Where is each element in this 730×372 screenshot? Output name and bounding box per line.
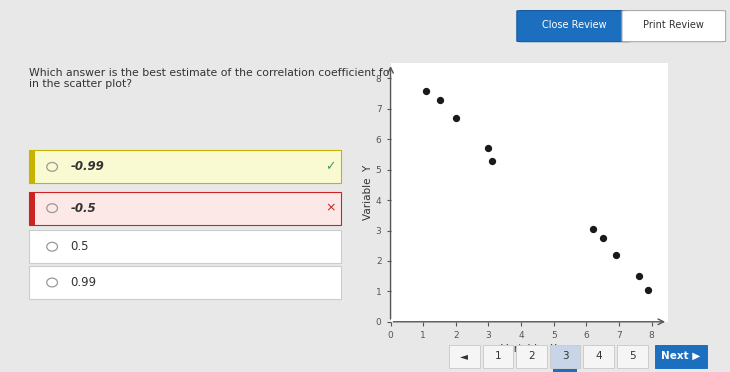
FancyBboxPatch shape: [449, 344, 480, 368]
Text: -0.5: -0.5: [71, 202, 96, 215]
Point: [633, 273, 645, 279]
FancyBboxPatch shape: [483, 344, 513, 368]
FancyBboxPatch shape: [617, 344, 648, 368]
Text: ◄: ◄: [461, 351, 468, 361]
Text: 4: 4: [595, 351, 602, 361]
Text: ✓: ✓: [326, 160, 336, 173]
Text: 0.5: 0.5: [71, 240, 89, 253]
Text: 1: 1: [494, 351, 502, 361]
FancyBboxPatch shape: [28, 230, 341, 263]
FancyBboxPatch shape: [553, 369, 577, 372]
Point: [610, 252, 621, 258]
Text: Next ▶: Next ▶: [661, 351, 701, 361]
Y-axis label: Variable  Y: Variable Y: [363, 165, 373, 220]
FancyBboxPatch shape: [28, 150, 341, 183]
Point: [434, 97, 445, 103]
FancyBboxPatch shape: [28, 150, 34, 183]
FancyBboxPatch shape: [655, 344, 707, 368]
Text: 2: 2: [528, 351, 535, 361]
Text: 0.99: 0.99: [71, 276, 96, 289]
Point: [486, 158, 498, 164]
FancyBboxPatch shape: [28, 266, 341, 299]
Text: Close Review: Close Review: [542, 20, 607, 30]
Point: [420, 88, 432, 94]
Point: [450, 115, 461, 121]
FancyBboxPatch shape: [550, 344, 580, 368]
FancyBboxPatch shape: [28, 192, 341, 225]
Text: Print Review: Print Review: [643, 20, 704, 30]
FancyBboxPatch shape: [583, 344, 614, 368]
Point: [483, 145, 494, 151]
X-axis label: Variable  X: Variable X: [502, 344, 557, 354]
Point: [597, 235, 609, 241]
Text: 5: 5: [629, 351, 636, 361]
Point: [642, 287, 654, 293]
FancyBboxPatch shape: [517, 10, 632, 42]
FancyBboxPatch shape: [622, 10, 726, 42]
FancyBboxPatch shape: [28, 192, 34, 225]
Text: Which answer is the best estimate of the correlation coefficient for the variabl: Which answer is the best estimate of the…: [28, 68, 468, 89]
Text: -0.99: -0.99: [71, 160, 104, 173]
Text: ×: ×: [326, 202, 336, 215]
FancyBboxPatch shape: [516, 344, 547, 368]
Point: [587, 226, 599, 232]
Text: 3: 3: [561, 351, 569, 361]
